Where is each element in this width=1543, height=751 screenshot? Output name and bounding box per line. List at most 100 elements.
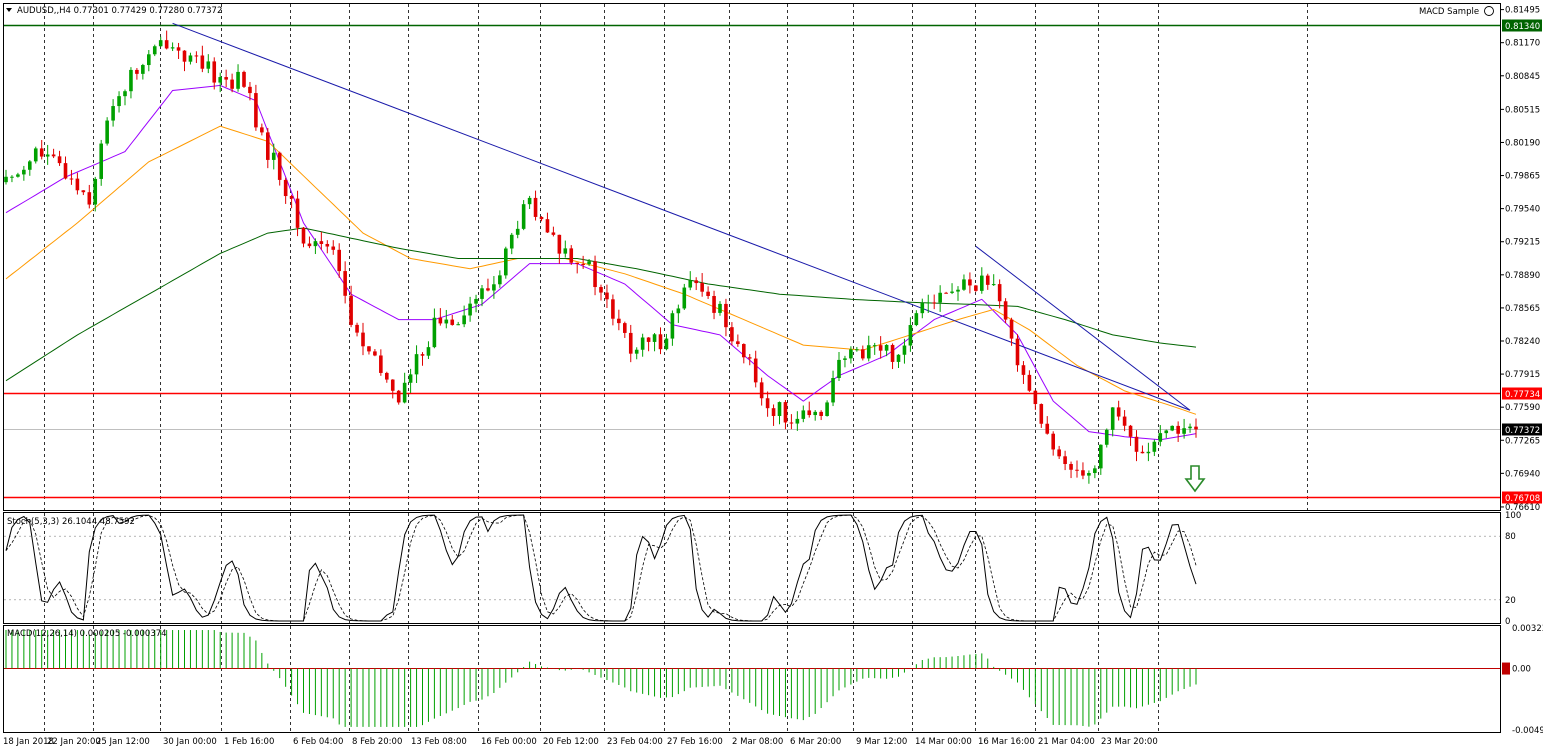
main-panel-frame: [3, 3, 1501, 511]
candle-body: [289, 196, 294, 199]
moving-average-line: [5, 227, 1197, 382]
candle-body: [593, 261, 597, 288]
price-tick-label: 0.78565: [1505, 304, 1540, 314]
candle-body: [795, 418, 800, 424]
candle-body: [266, 132, 270, 160]
candle-body: [385, 372, 389, 380]
candle-body: [1033, 390, 1038, 405]
candle-body: [1045, 423, 1050, 434]
price-tick-label: 0.76940: [1505, 469, 1540, 479]
candlesticks: [4, 30, 1198, 484]
candle-body: [242, 71, 246, 87]
candle-body: [408, 374, 413, 383]
candle-body: [283, 179, 288, 197]
candle-body: [1104, 429, 1109, 445]
candle-body: [950, 291, 954, 293]
time-label: 14 Mar 00:00: [915, 737, 972, 747]
candle-body: [28, 161, 32, 170]
candle-body: [390, 379, 395, 391]
candle-body: [670, 313, 675, 339]
moving-average-line: [5, 84, 1197, 441]
candle-body: [188, 55, 193, 62]
indicator-name: MACD Sample: [1419, 7, 1479, 17]
price-tick-label: 0.79215: [1505, 238, 1540, 248]
candle-body: [420, 354, 425, 356]
candle-body: [486, 288, 490, 291]
smiley-icon: [1484, 6, 1494, 16]
candle-body: [236, 71, 240, 89]
candle-body: [861, 349, 865, 359]
candle-body: [450, 319, 455, 325]
candle-body: [765, 398, 770, 409]
candle-body: [260, 127, 264, 133]
candle-body: [379, 355, 383, 373]
macd-label: MACD(12,26,14) 0.000205 -0.000374: [7, 629, 167, 639]
candle-body: [87, 192, 92, 205]
time-label: 30 Jan 00:00: [163, 737, 217, 747]
stochastic-oscillator: 100 80 20 0: [4, 511, 1521, 627]
candle-body: [10, 176, 14, 178]
candle-body: [509, 234, 514, 249]
candle-body: [271, 152, 276, 160]
candle-body: [1093, 468, 1097, 474]
candle-body: [599, 287, 603, 293]
candle-body: [1188, 426, 1192, 429]
candle-body: [432, 317, 437, 348]
candle-body: [1140, 451, 1145, 454]
candle-body: [557, 234, 562, 254]
time-label: 1 Feb 16:00: [224, 737, 274, 747]
candle-body: [1021, 365, 1026, 375]
candle-body: [605, 292, 609, 300]
candle-body: [396, 390, 401, 403]
candle-body: [783, 402, 788, 423]
candle-body: [807, 410, 812, 416]
price-tick-label: 0.77265: [1505, 436, 1540, 446]
candle-body: [617, 318, 621, 324]
candle-body: [724, 303, 728, 328]
price-tick-label: 0.78240: [1505, 337, 1540, 347]
candle-body: [33, 148, 38, 162]
trendline: [172, 22, 1191, 411]
candle-body: [504, 248, 508, 276]
candle-body: [361, 332, 365, 347]
candle-body: [16, 174, 20, 177]
current-price-label: 0.77372: [1505, 426, 1540, 436]
time-label: 27 Feb 16:00: [667, 737, 723, 747]
candle-body: [117, 96, 121, 107]
candle-body: [349, 295, 353, 325]
candle-body: [563, 248, 568, 254]
time-label: 13 Feb 08:00: [411, 737, 467, 747]
price-tick-label: 0.80515: [1505, 105, 1540, 115]
candle-body: [884, 344, 889, 351]
candle-body: [801, 410, 806, 419]
macd-tick-label: -0.004903: [1512, 726, 1543, 736]
stoch-panel-frame: [3, 512, 1501, 624]
candle-body: [974, 285, 978, 291]
candle-body: [462, 315, 466, 325]
time-label: 20 Feb 12:00: [543, 737, 599, 747]
candle-body: [1069, 464, 1073, 470]
candle-body: [944, 292, 948, 294]
candle-body: [123, 91, 127, 97]
candle-body: [1057, 449, 1061, 457]
candle-body: [646, 337, 651, 342]
candle-body: [878, 345, 883, 351]
down-arrow-icon: [1184, 465, 1206, 493]
candle-body: [962, 279, 966, 290]
candle-body: [980, 275, 984, 291]
current-price-tag: [1502, 423, 1542, 436]
candle-body: [575, 262, 579, 265]
candle-body: [730, 327, 734, 342]
candle-body: [527, 197, 532, 205]
dropdown-triangle-icon[interactable]: [6, 8, 12, 12]
candle-body: [581, 264, 585, 266]
price-tick-label: 0.81495: [1505, 6, 1540, 16]
candle-body: [1158, 433, 1163, 442]
candle-body: [819, 411, 823, 416]
candle-body: [759, 382, 764, 399]
candle-body: [777, 402, 782, 416]
candle-body: [158, 40, 163, 47]
candle-body: [825, 402, 829, 416]
